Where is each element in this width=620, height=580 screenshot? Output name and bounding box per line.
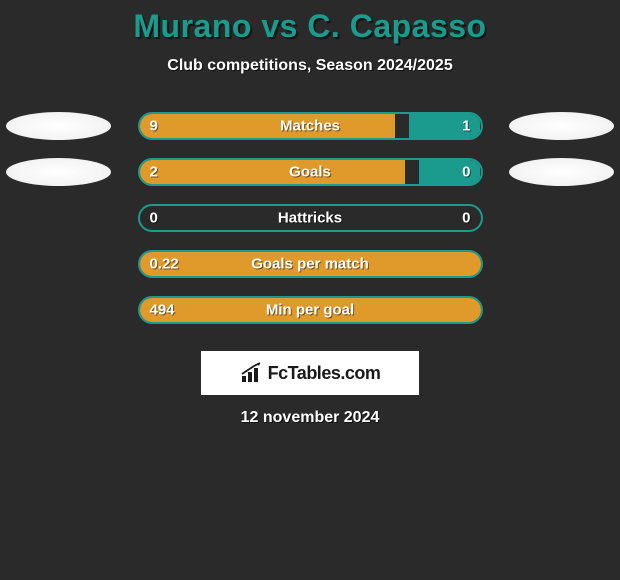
value-left: 2: [150, 164, 158, 181]
bar-track: 0 0 Hattricks: [138, 204, 483, 232]
value-right: 1: [462, 118, 470, 135]
stat-row: 2 0 Goals: [0, 149, 620, 195]
stats-area: 9 1 Matches 2 0 Goals 0 0 Hattricks 0.22 Goals per…: [0, 103, 620, 333]
bar-gap: [395, 114, 409, 138]
logo-text: FcTables.com: [268, 363, 381, 384]
bar-label: Goals per match: [251, 256, 369, 273]
player-oval-right: [509, 112, 614, 140]
page-title: Murano vs C. Capasso: [0, 8, 620, 45]
bar-label: Goals: [289, 164, 331, 181]
bar-track: 9 1 Matches: [138, 112, 483, 140]
bar-label: Matches: [280, 118, 340, 135]
value-left: 0: [150, 210, 158, 227]
stat-row: 0.22 Goals per match: [0, 241, 620, 287]
bar-track: 2 0 Goals: [138, 158, 483, 186]
value-right: 0: [462, 164, 470, 181]
stat-row: 0 0 Hattricks: [0, 195, 620, 241]
bar-track: 0.22 Goals per match: [138, 250, 483, 278]
player-oval-right: [509, 158, 614, 186]
logo-inner: FcTables.com: [240, 362, 381, 384]
stats-container: Murano vs C. Capasso Club competitions, …: [0, 0, 620, 427]
value-left: 9: [150, 118, 158, 135]
bar-right: [419, 160, 480, 184]
chart-icon: [240, 362, 264, 384]
subtitle: Club competitions, Season 2024/2025: [0, 57, 620, 75]
stat-row: 494 Min per goal: [0, 287, 620, 333]
player-oval-left: [6, 158, 111, 186]
bar-track: 494 Min per goal: [138, 296, 483, 324]
value-left: 494: [150, 302, 175, 319]
value-left: 0.22: [150, 256, 179, 273]
logo-box[interactable]: FcTables.com: [201, 351, 419, 395]
bar-label: Hattricks: [278, 210, 342, 227]
bar-gap: [405, 160, 419, 184]
player-oval-left: [6, 112, 111, 140]
stat-row: 9 1 Matches: [0, 103, 620, 149]
bar-label: Min per goal: [266, 302, 354, 319]
value-right: 0: [462, 210, 470, 227]
date: 12 november 2024: [0, 409, 620, 427]
bar-left: [140, 160, 406, 184]
bar-left: [140, 114, 396, 138]
